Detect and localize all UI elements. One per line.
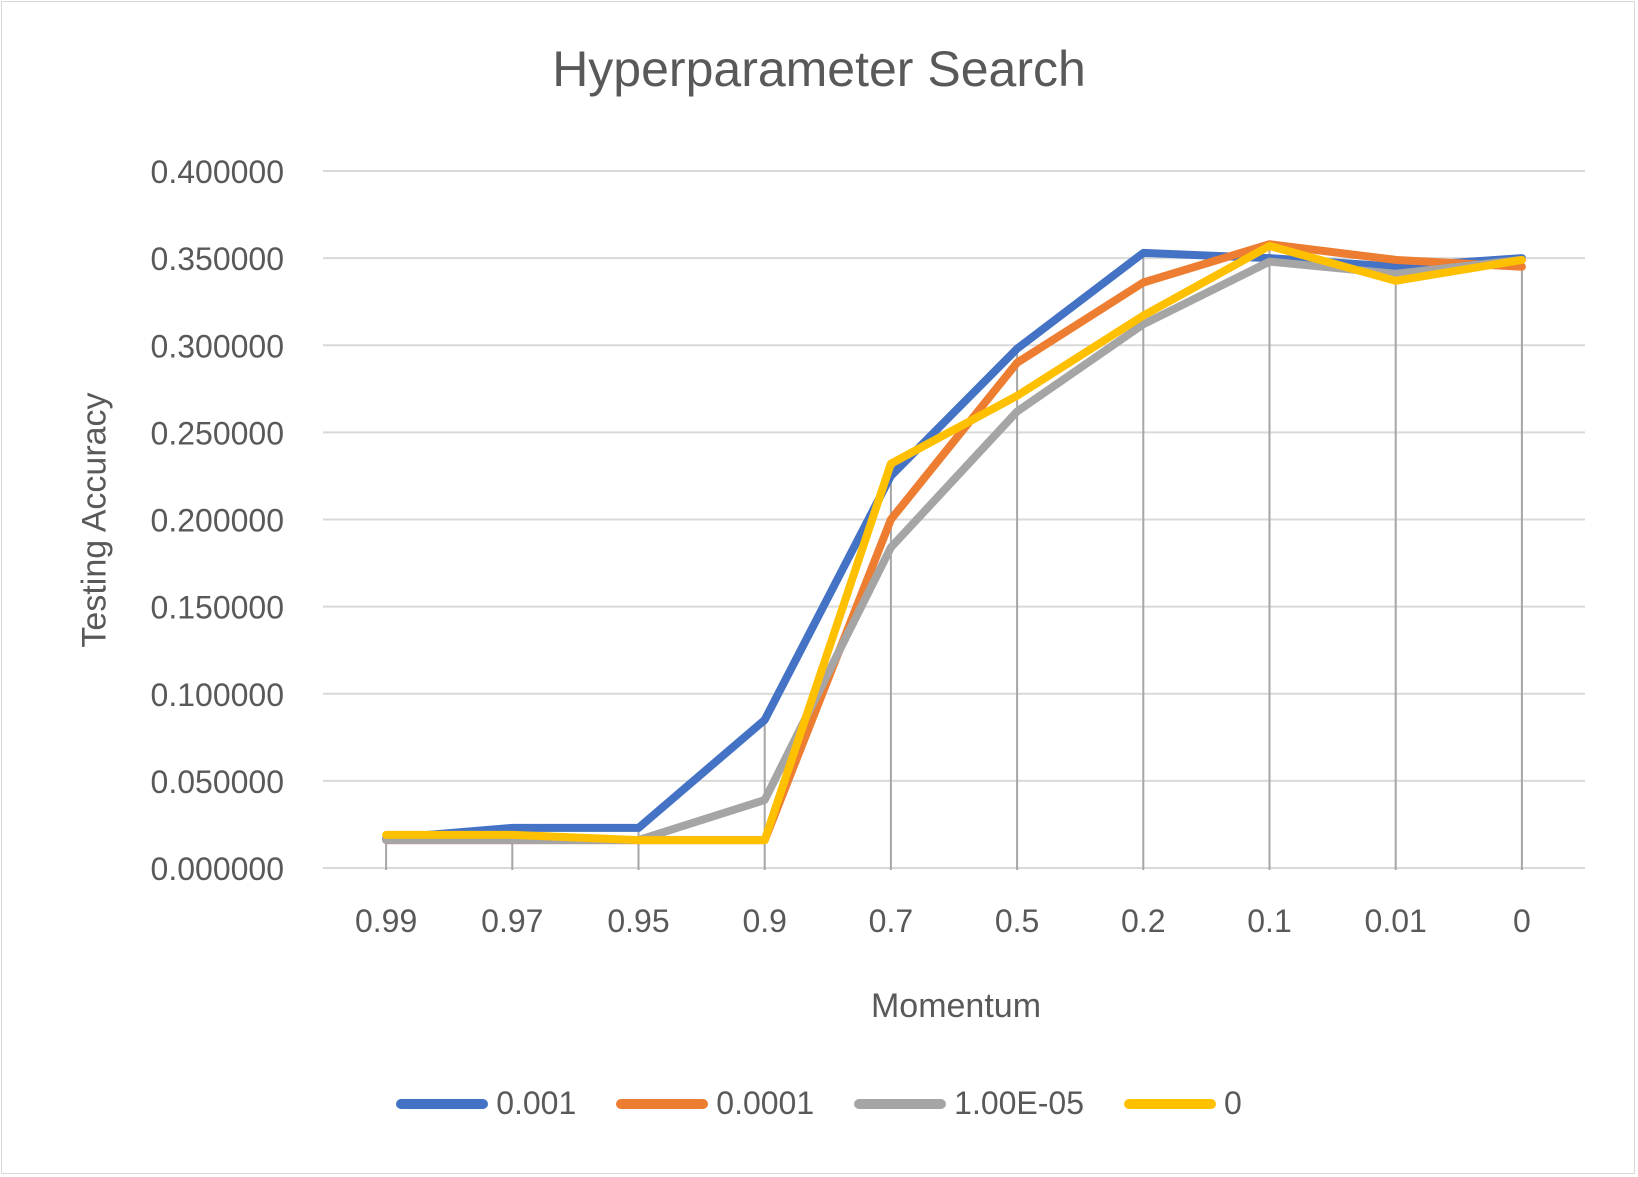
legend-swatch-icon [616,1098,709,1109]
x-tick-label: 0.5 [995,903,1039,939]
x-tick-label: 0 [1513,903,1531,939]
y-tick-label: 0.300000 [151,328,284,364]
x-tick-labels: 0.99 0.97 0.95 0.9 0.7 0.5 0.2 0.1 0.01 0 [355,903,1531,939]
y-tick-label: 0.350000 [151,241,284,277]
y-tick-label: 0.200000 [151,503,284,539]
series-lines [382,240,1526,845]
y-tick-label: 0.100000 [151,677,284,713]
x-tick-label: 0.1 [1247,903,1291,939]
x-tick-label: 0.01 [1365,903,1427,939]
x-tick-label: 0.7 [869,903,913,939]
series-line [382,255,1526,845]
x-tick-label: 0.95 [607,903,669,939]
x-tick-label: 0.2 [1121,903,1165,939]
legend-label: 0.001 [496,1085,577,1121]
legend-swatch-icon [854,1098,947,1109]
y-tick-label: 0.000000 [151,851,284,887]
series-line [382,240,1526,845]
legend-item: 1.00E-05 [854,1085,1084,1122]
legend-item: 0.001 [396,1085,576,1122]
y-tick-label: 0.150000 [151,590,284,626]
legend-label: 0.0001 [716,1085,815,1121]
legend-swatch-icon [1124,1098,1217,1109]
drop-lines [385,244,1523,870]
x-tick-label: 0.9 [742,903,786,939]
legend-label: 0 [1224,1085,1242,1121]
legend-swatch-icon [396,1098,489,1109]
series-line [382,248,1526,843]
x-tick-label: 0.99 [355,903,417,939]
y-axis-title: Testing Accuracy [75,392,114,648]
y-tick-label: 0.400000 [151,154,284,190]
legend-item: 0.0001 [616,1085,814,1122]
x-tick-label: 0.97 [481,903,543,939]
series-line [382,241,1526,845]
x-axis-title: Momentum [870,987,1042,1025]
y-tick-labels: 0.000000 0.050000 0.100000 0.150000 0.200000… [151,154,284,887]
y-tick-label: 0.250000 [151,415,284,451]
chart-title: Hyperparameter Search [552,41,1086,97]
legend-item: 0 [1124,1085,1242,1122]
legend-label: 1.00E-05 [954,1085,1085,1121]
legend: 0.001 0.0001 1.00E-05 0 [0,1085,1638,1122]
y-tick-label: 0.050000 [151,764,284,800]
